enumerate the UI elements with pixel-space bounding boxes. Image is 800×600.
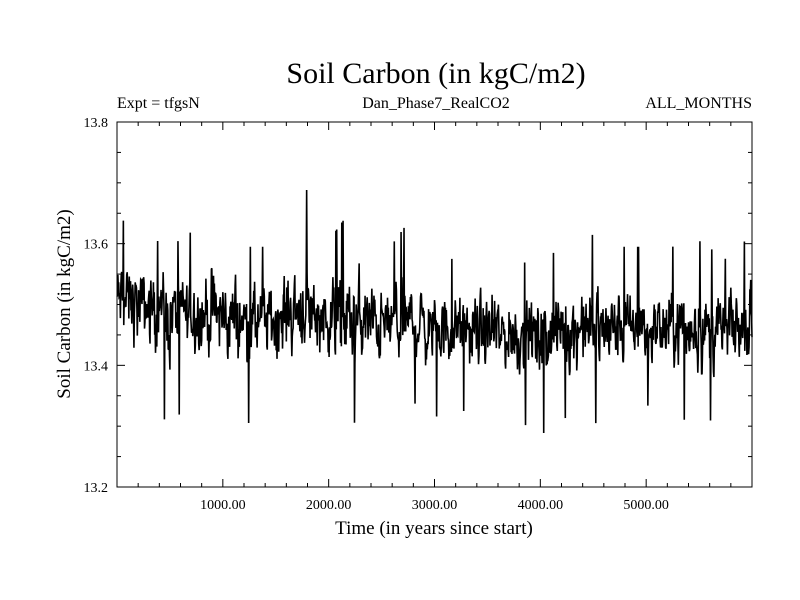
x-axis-label: Time (in years since start) [335,518,533,539]
y-tick-labels: 13.2 13.4 13.6 13.8 [84,116,109,496]
y-axis-label: Soil Carbon (in kgC/m2) [54,209,75,398]
x-tick-label: 1000.00 [200,498,246,513]
x-tick-label: 3000.00 [412,498,458,513]
ticks-layer [117,121,752,488]
x-tick-label: 2000.00 [306,498,352,513]
plot-frame [116,121,753,488]
x-tick-label: 4000.00 [518,498,564,513]
period-label: ALL_MONTHS [645,95,752,112]
chart-title: Soil Carbon (in kgC/m2) [286,57,585,90]
run-label: Dan_Phase7_RealCO2 [362,95,510,112]
x-tick-label: 5000.00 [623,498,669,513]
y-tick-label: 13.2 [84,481,109,496]
y-tick-label: 13.6 [84,238,109,253]
experiment-label: Expt = tfgsN [117,95,200,112]
y-tick-label: 13.8 [84,116,109,131]
series-line-soil-carbon [116,190,753,433]
series-layer [116,190,753,433]
x-tick-labels: 1000.00 2000.00 3000.00 4000.00 5000.00 [200,498,669,513]
y-tick-label: 13.4 [84,359,109,374]
